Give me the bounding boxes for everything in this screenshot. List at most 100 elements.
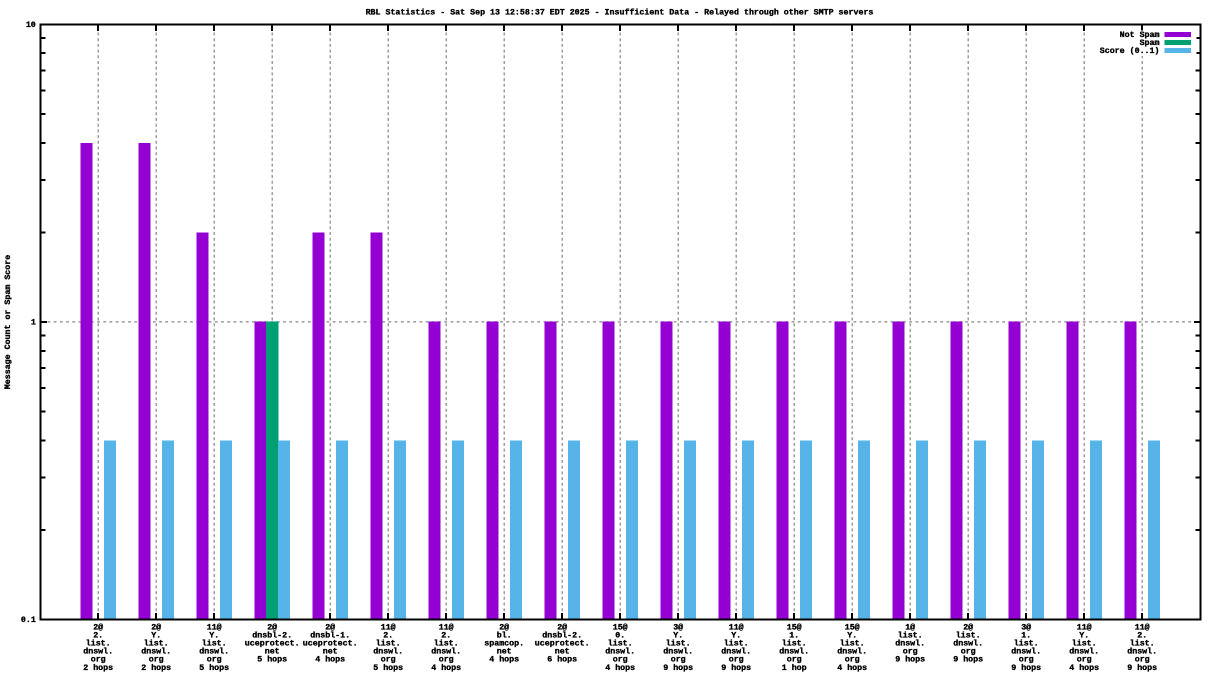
svg-text:11@: 11@ bbox=[1135, 622, 1150, 632]
svg-text:dnswl.: dnswl. bbox=[953, 639, 983, 649]
svg-text:list.: list. bbox=[956, 631, 981, 641]
svg-text:11@: 11@ bbox=[207, 622, 222, 632]
svg-text:list.: list. bbox=[434, 639, 459, 649]
svg-text:Y.: Y. bbox=[731, 632, 741, 641]
svg-text:dnsbl-2.: dnsbl-2. bbox=[252, 631, 292, 641]
svg-text:org: org bbox=[671, 656, 686, 665]
svg-text:2 hops: 2 hops bbox=[141, 663, 171, 673]
svg-text:11@: 11@ bbox=[1077, 622, 1092, 632]
svg-text:org: org bbox=[729, 656, 744, 665]
svg-text:2@: 2@ bbox=[325, 622, 335, 632]
svg-text:Y.: Y. bbox=[673, 632, 683, 641]
svg-text:list.: list. bbox=[86, 639, 111, 649]
svg-text:list.: list. bbox=[898, 631, 923, 641]
svg-text:4 hops: 4 hops bbox=[1069, 663, 1099, 673]
svg-text:1.: 1. bbox=[789, 632, 799, 641]
svg-text:list.: list. bbox=[202, 639, 227, 649]
svg-text:0.1: 0.1 bbox=[21, 616, 36, 625]
svg-text:dnswl.: dnswl. bbox=[141, 647, 171, 657]
svg-text:org: org bbox=[1135, 656, 1150, 665]
svg-text:Y.: Y. bbox=[847, 632, 857, 641]
svg-text:net: net bbox=[265, 648, 280, 657]
svg-text:9 hops: 9 hops bbox=[663, 663, 693, 673]
svg-text:list.: list. bbox=[376, 639, 401, 649]
svg-text:net: net bbox=[497, 648, 512, 657]
svg-text:dnsbl-2.: dnsbl-2. bbox=[542, 631, 582, 641]
svg-text:9 hops: 9 hops bbox=[1011, 663, 1041, 673]
svg-text:2.: 2. bbox=[1137, 632, 1147, 641]
svg-text:Spam: Spam bbox=[1140, 39, 1160, 48]
svg-text:list.: list. bbox=[1072, 639, 1097, 649]
svg-text:2 hops: 2 hops bbox=[83, 663, 113, 673]
svg-text:dnswl.: dnswl. bbox=[605, 647, 635, 657]
svg-text:net: net bbox=[323, 648, 338, 657]
svg-text:net: net bbox=[555, 648, 570, 657]
svg-text:Message Count or Spam Score: Message Count or Spam Score bbox=[4, 255, 13, 389]
svg-text:RBL Statistics - Sat Sep 13 12: RBL Statistics - Sat Sep 13 12:58:37 EDT… bbox=[366, 8, 874, 18]
svg-text:2@: 2@ bbox=[93, 622, 103, 632]
svg-text:2@: 2@ bbox=[151, 622, 161, 632]
svg-text:dnswl.: dnswl. bbox=[83, 647, 113, 657]
svg-text:Not Spam: Not Spam bbox=[1120, 31, 1160, 40]
svg-text:15@: 15@ bbox=[845, 622, 860, 632]
svg-text:org: org bbox=[903, 648, 918, 657]
svg-text:uceprotect.: uceprotect. bbox=[303, 640, 358, 649]
svg-text:list.: list. bbox=[608, 639, 633, 649]
svg-text:3@: 3@ bbox=[673, 622, 683, 632]
svg-text:spamcop.: spamcop. bbox=[484, 640, 524, 649]
svg-text:1 hop: 1 hop bbox=[782, 663, 807, 673]
svg-text:9 hops: 9 hops bbox=[1127, 663, 1157, 673]
svg-text:1.: 1. bbox=[1021, 632, 1031, 641]
svg-text:dnswl.: dnswl. bbox=[1011, 647, 1041, 657]
svg-text:Y.: Y. bbox=[151, 632, 161, 641]
svg-text:list.: list. bbox=[840, 639, 865, 649]
svg-text:10: 10 bbox=[26, 21, 36, 30]
svg-text:Score (0..1): Score (0..1) bbox=[1100, 46, 1160, 56]
svg-text:org: org bbox=[961, 648, 976, 657]
svg-text:list.: list. bbox=[782, 639, 807, 649]
svg-text:uceprotect.: uceprotect. bbox=[245, 640, 300, 649]
svg-text:5 hops: 5 hops bbox=[257, 655, 287, 665]
svg-text:4 hops: 4 hops bbox=[431, 663, 461, 673]
svg-text:dnswl.: dnswl. bbox=[199, 647, 229, 657]
svg-text:2@: 2@ bbox=[557, 622, 567, 632]
svg-text:2@: 2@ bbox=[963, 622, 973, 632]
svg-text:org: org bbox=[1077, 656, 1092, 665]
svg-text:org: org bbox=[845, 656, 860, 665]
svg-text:1: 1 bbox=[31, 319, 36, 328]
svg-text:list.: list. bbox=[724, 639, 749, 649]
svg-text:bl.: bl. bbox=[497, 631, 512, 641]
svg-text:15@: 15@ bbox=[613, 622, 628, 632]
svg-text:9 hops: 9 hops bbox=[721, 663, 751, 673]
svg-text:org: org bbox=[613, 656, 628, 665]
svg-text:org: org bbox=[207, 656, 222, 665]
svg-text:5 hops: 5 hops bbox=[373, 663, 403, 673]
svg-text:2@: 2@ bbox=[267, 622, 277, 632]
svg-text:org: org bbox=[91, 656, 106, 665]
svg-text:9 hops: 9 hops bbox=[953, 655, 983, 665]
svg-text:dnswl.: dnswl. bbox=[373, 647, 403, 657]
svg-text:15@: 15@ bbox=[787, 622, 802, 632]
svg-text:0.: 0. bbox=[615, 632, 625, 641]
svg-text:org: org bbox=[439, 656, 454, 665]
svg-text:list.: list. bbox=[666, 639, 691, 649]
svg-text:11@: 11@ bbox=[381, 622, 396, 632]
svg-text:4 hops: 4 hops bbox=[489, 655, 519, 665]
svg-text:1@: 1@ bbox=[905, 622, 915, 632]
svg-text:4 hops: 4 hops bbox=[315, 655, 345, 665]
svg-text:5 hops: 5 hops bbox=[199, 663, 229, 673]
svg-text:2.: 2. bbox=[441, 632, 451, 641]
svg-text:list.: list. bbox=[144, 639, 169, 649]
svg-text:6 hops: 6 hops bbox=[547, 655, 577, 665]
svg-text:dnswl.: dnswl. bbox=[663, 647, 693, 657]
svg-text:org: org bbox=[149, 656, 164, 665]
svg-text:Y.: Y. bbox=[209, 632, 219, 641]
svg-text:2.: 2. bbox=[93, 632, 103, 641]
svg-text:Y.: Y. bbox=[1079, 632, 1089, 641]
svg-text:dnsbl-1.: dnsbl-1. bbox=[310, 631, 350, 641]
svg-text:3@: 3@ bbox=[1021, 622, 1031, 632]
svg-text:org: org bbox=[787, 656, 802, 665]
svg-text:11@: 11@ bbox=[729, 622, 744, 632]
svg-text:dnswl.: dnswl. bbox=[837, 647, 867, 657]
svg-text:4 hops: 4 hops bbox=[837, 663, 867, 673]
